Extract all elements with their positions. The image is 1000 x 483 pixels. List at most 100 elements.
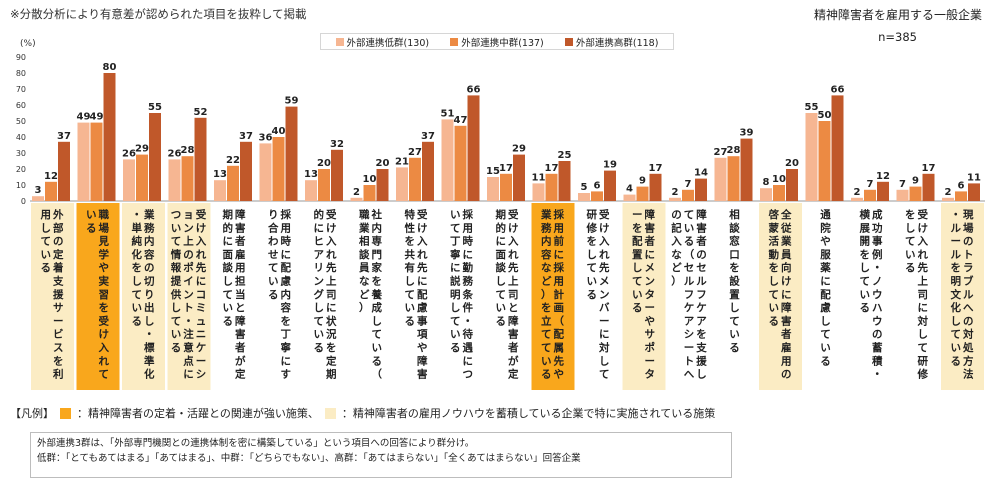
x-tick-label-char: ア xyxy=(314,249,325,261)
bar xyxy=(363,185,376,201)
x-tick-label-char: 研 xyxy=(587,209,598,221)
x-tick-label-char: 障 xyxy=(508,314,519,327)
x-tick-label-char: 受 xyxy=(326,208,337,221)
data-label: 55 xyxy=(805,102,819,113)
data-label: 2 xyxy=(945,187,952,198)
x-tick-label-char: れ xyxy=(417,249,428,261)
x-tick-label-char: る xyxy=(541,369,552,381)
x-tick-label-char: け xyxy=(918,222,929,234)
x-tick-label-char: に xyxy=(281,355,292,367)
data-label: 26 xyxy=(122,148,136,159)
x-tick-label-char: け xyxy=(781,276,792,288)
x-tick-label-char: 員 xyxy=(358,262,370,274)
x-tick-label-char: る xyxy=(132,315,143,327)
x-tick-label-char: 定 xyxy=(234,368,246,381)
y-tick-label: 40 xyxy=(16,133,26,142)
x-tick-label-char: 事 xyxy=(417,314,428,327)
x-tick-label-char: て xyxy=(372,329,383,341)
x-tick-label-char: し xyxy=(918,329,929,341)
x-tick-label-char: 化 xyxy=(951,301,962,314)
x-tick-label-char: ル xyxy=(684,276,695,288)
x-tick-label-char: し xyxy=(223,276,234,288)
x-tick-label-char: 注 xyxy=(183,328,194,341)
x-tick-label-char: 的 xyxy=(496,221,507,234)
x-tick-label-char: 共 xyxy=(405,248,416,261)
x-tick-label-char: い xyxy=(684,222,695,234)
bar xyxy=(513,154,525,201)
x-tick-label-char: い xyxy=(450,209,461,221)
x-tick-label-char: 合 xyxy=(267,221,279,234)
x-tick-label-char: 対 xyxy=(917,314,929,327)
data-label: 8 xyxy=(763,177,770,188)
x-tick-label-char: の xyxy=(963,315,974,327)
x-tick-label-char: 内 xyxy=(144,235,155,248)
data-label: 66 xyxy=(467,84,481,95)
category-highlight xyxy=(122,203,165,390)
legend-swatch-low xyxy=(335,37,344,46)
x-tick-label-char: 意 xyxy=(183,341,194,354)
x-tick-label-char: ン xyxy=(183,289,194,301)
x-tick-label-char: な xyxy=(359,276,370,288)
x-tick-label-char: ど xyxy=(359,288,370,301)
x-tick-label-char: に xyxy=(554,249,565,261)
x-tick-label-char: 啓 xyxy=(769,208,780,221)
x-tick-label-char: ど xyxy=(541,275,552,288)
x-tick-label-char: 報 xyxy=(171,261,182,274)
x-tick-label-char: る xyxy=(171,342,182,354)
footer-legend-orange: ：精神障害者の定着・活躍との関連が強い施策、 xyxy=(77,407,319,420)
data-label: 21 xyxy=(395,156,409,167)
x-tick-label-char: 業 xyxy=(143,208,155,221)
x-tick-label-char: て xyxy=(599,369,610,381)
x-tick-label-char: 当 xyxy=(235,288,246,301)
x-tick-label-char: 職 xyxy=(359,208,370,221)
x-tick-label-char: い xyxy=(632,289,643,301)
x-tick-label-char: 支 xyxy=(52,275,64,288)
x-tick-label-char: れ xyxy=(326,249,337,261)
bar xyxy=(285,106,298,201)
data-label: 10 xyxy=(772,174,786,185)
data-label: 9 xyxy=(639,176,646,187)
x-tick-label-char: る xyxy=(372,355,383,367)
x-tick-label-char: 容 xyxy=(280,301,292,314)
x-tick-label-char: 務 xyxy=(144,221,155,234)
x-tick-label-char: り xyxy=(268,209,279,221)
x-tick-label-char: を xyxy=(405,236,416,248)
data-label: 22 xyxy=(226,155,240,166)
x-tick-label-char: 上 xyxy=(918,275,929,288)
x-tick-label-char: ー xyxy=(196,355,207,367)
x-tick-label-char: 丁 xyxy=(450,236,461,248)
x-tick-label-char: 前 xyxy=(554,235,565,248)
x-tick-label-char: ル xyxy=(963,289,974,301)
x-tick-label-char: ュ xyxy=(196,315,207,327)
x-tick-label-char: 内 xyxy=(281,288,292,301)
x-tick-label-char: 内 xyxy=(541,235,552,248)
x-tick-label-char: い xyxy=(450,329,461,341)
x-tick-label-char: し xyxy=(144,315,155,327)
x-tick-label-char: け xyxy=(417,222,428,234)
x-tick-label-char: シ xyxy=(196,369,207,381)
x-tick-label-char: て xyxy=(541,329,552,341)
x-tick-label-char: る xyxy=(860,302,871,314)
y-tick-label: 20 xyxy=(16,165,26,174)
x-tick-label-char: 内 xyxy=(372,221,383,234)
x-tick-label-char: に xyxy=(599,329,610,341)
x-tick-label-char: ル xyxy=(951,222,962,234)
bar xyxy=(441,119,454,201)
x-tick-label-char: つ xyxy=(171,209,182,221)
x-tick-label-char: て xyxy=(951,329,962,341)
x-tick-label-char: 用 xyxy=(553,276,565,288)
x-tick-label-char: 状 xyxy=(326,314,337,327)
x-tick-label-char: セ xyxy=(696,262,707,274)
x-tick-label-char: て xyxy=(860,276,871,288)
data-label: 47 xyxy=(454,115,468,126)
x-tick-label-char: る xyxy=(905,262,916,274)
x-tick-label-char: ・ xyxy=(132,209,143,221)
category-highlight xyxy=(622,203,666,390)
x-tick-label-char: 的 xyxy=(223,221,234,234)
